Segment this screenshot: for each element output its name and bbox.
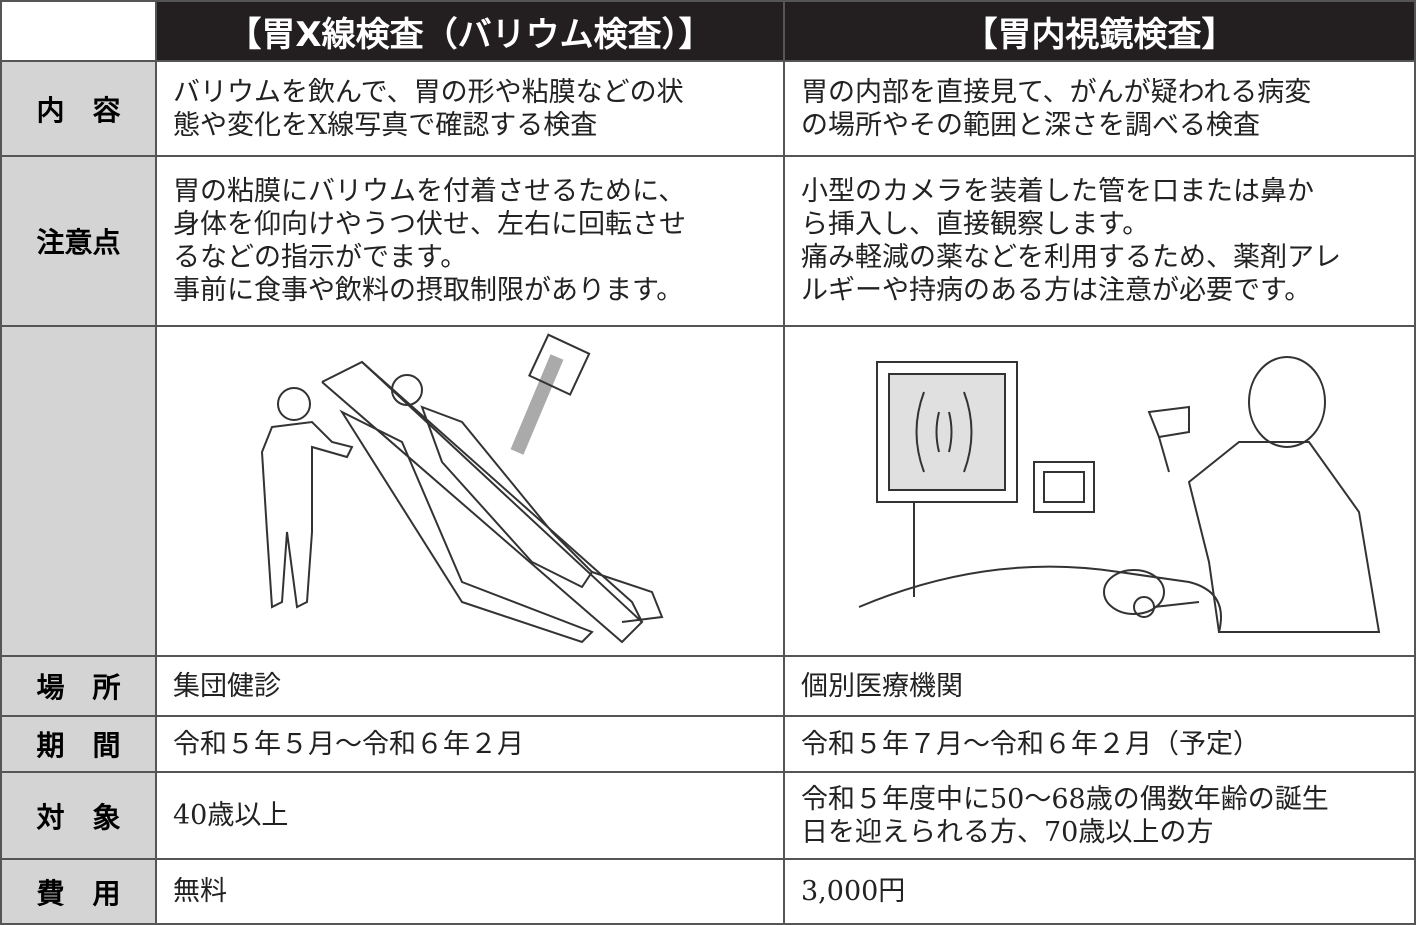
- cell-line: 事前に食事や飲料の摂取制限があります。: [173, 275, 684, 306]
- cell-line: 集団健診: [173, 670, 281, 702]
- column-header: 【胃内視鏡検査】: [785, 0, 1416, 62]
- cell: バリウムを飲んで、胃の形や粘膜などの状 態や変化をX線写真で確認する検査: [157, 62, 785, 157]
- label-text: 費 用: [36, 876, 121, 910]
- cell-line: ら挿入し、直接観察します。: [801, 209, 1150, 240]
- cell: 令和５年度中に50～68歳の偶数年齢の誕生 日を迎えられる方、70歳以上の方: [785, 773, 1416, 860]
- cell-line: 胃の内部を直接見て、がんが疑われる病変: [801, 76, 1312, 108]
- cell-line: 身体を仰向けやうつ伏せ、左右に回転させ: [173, 209, 686, 240]
- row-label: 期 間: [0, 717, 157, 773]
- label-text: 場 所: [36, 671, 121, 704]
- header-text: 【胃内視鏡検査】: [963, 14, 1236, 55]
- cell-line: 3,000円: [801, 876, 906, 907]
- cell-line: 令和５年５月～令和６年２月: [173, 728, 524, 760]
- xray-illustration: [260, 333, 664, 644]
- cell-line: 令和５年７月～令和６年２月（予定）: [801, 728, 1260, 760]
- cell-line: の場所やその範囲と深さを調べる検査: [801, 109, 1260, 141]
- cell-line: 令和５年度中に50～68歳の偶数年齢の誕生: [801, 783, 1329, 815]
- row-label: 内 容: [0, 62, 157, 157]
- cell-line: 小型のカメラを装着した管を口または鼻か: [801, 176, 1314, 207]
- cell-line: るなどの指示がでます。: [173, 242, 468, 273]
- illustration-cell: [157, 327, 785, 657]
- cell-line: 個別医療機関: [801, 670, 963, 702]
- cell: 個別医療機関: [785, 657, 1416, 717]
- cell-line: バリウムを飲んで、胃の形や粘膜などの状: [173, 76, 684, 108]
- cell: 無料: [157, 860, 785, 925]
- row-label: 費 用: [0, 860, 157, 925]
- endoscopy-illustration: [858, 356, 1381, 633]
- cell: 集団健診: [157, 657, 785, 717]
- cell: 令和５年７月～令和６年２月（予定）: [785, 717, 1416, 773]
- cell-line: 胃の粘膜にバリウムを付着させるために、: [173, 176, 686, 207]
- label-text: 注意点: [36, 226, 121, 259]
- cell: 胃の内部を直接見て、がんが疑われる病変 の場所やその範囲と深さを調べる検査: [785, 62, 1416, 157]
- cell-line: 痛み軽減の薬などを利用するため、薬剤アレ: [801, 242, 1341, 273]
- corner-cell: [0, 0, 157, 62]
- header-text: 【胃X線検査（バリウム検査）】: [227, 14, 713, 55]
- cell: 小型のカメラを装着した管を口または鼻か ら挿入し、直接観察します。 痛み軽減の薬など…: [785, 157, 1416, 327]
- cell: 40歳以上: [157, 773, 785, 860]
- cell-line: 日を迎えられる方、70歳以上の方: [801, 816, 1214, 848]
- label-text: 対 象: [36, 800, 121, 834]
- label-text: 内 容: [36, 93, 121, 127]
- cell: 3,000円: [785, 860, 1416, 925]
- row-label: 場 所: [0, 657, 157, 717]
- cell: 胃の粘膜にバリウムを付着させるために、 身体を仰向けやうつ伏せ、左右に回転させ るな…: [157, 157, 785, 327]
- row-label: [0, 327, 157, 657]
- cell: 令和５年５月～令和６年２月: [157, 717, 785, 773]
- column-header: 【胃X線検査（バリウム検査）】: [157, 0, 785, 62]
- cell-line: 無料: [173, 876, 227, 907]
- cell-line: 態や変化をX線写真で確認する検査: [173, 109, 598, 141]
- row-label: 注意点: [0, 157, 157, 327]
- cell-line: ルギーや持病のある方は注意が必要です。: [801, 275, 1312, 306]
- cell-line: 40歳以上: [173, 800, 289, 831]
- row-label: 対 象: [0, 773, 157, 860]
- label-text: 期 間: [36, 729, 121, 762]
